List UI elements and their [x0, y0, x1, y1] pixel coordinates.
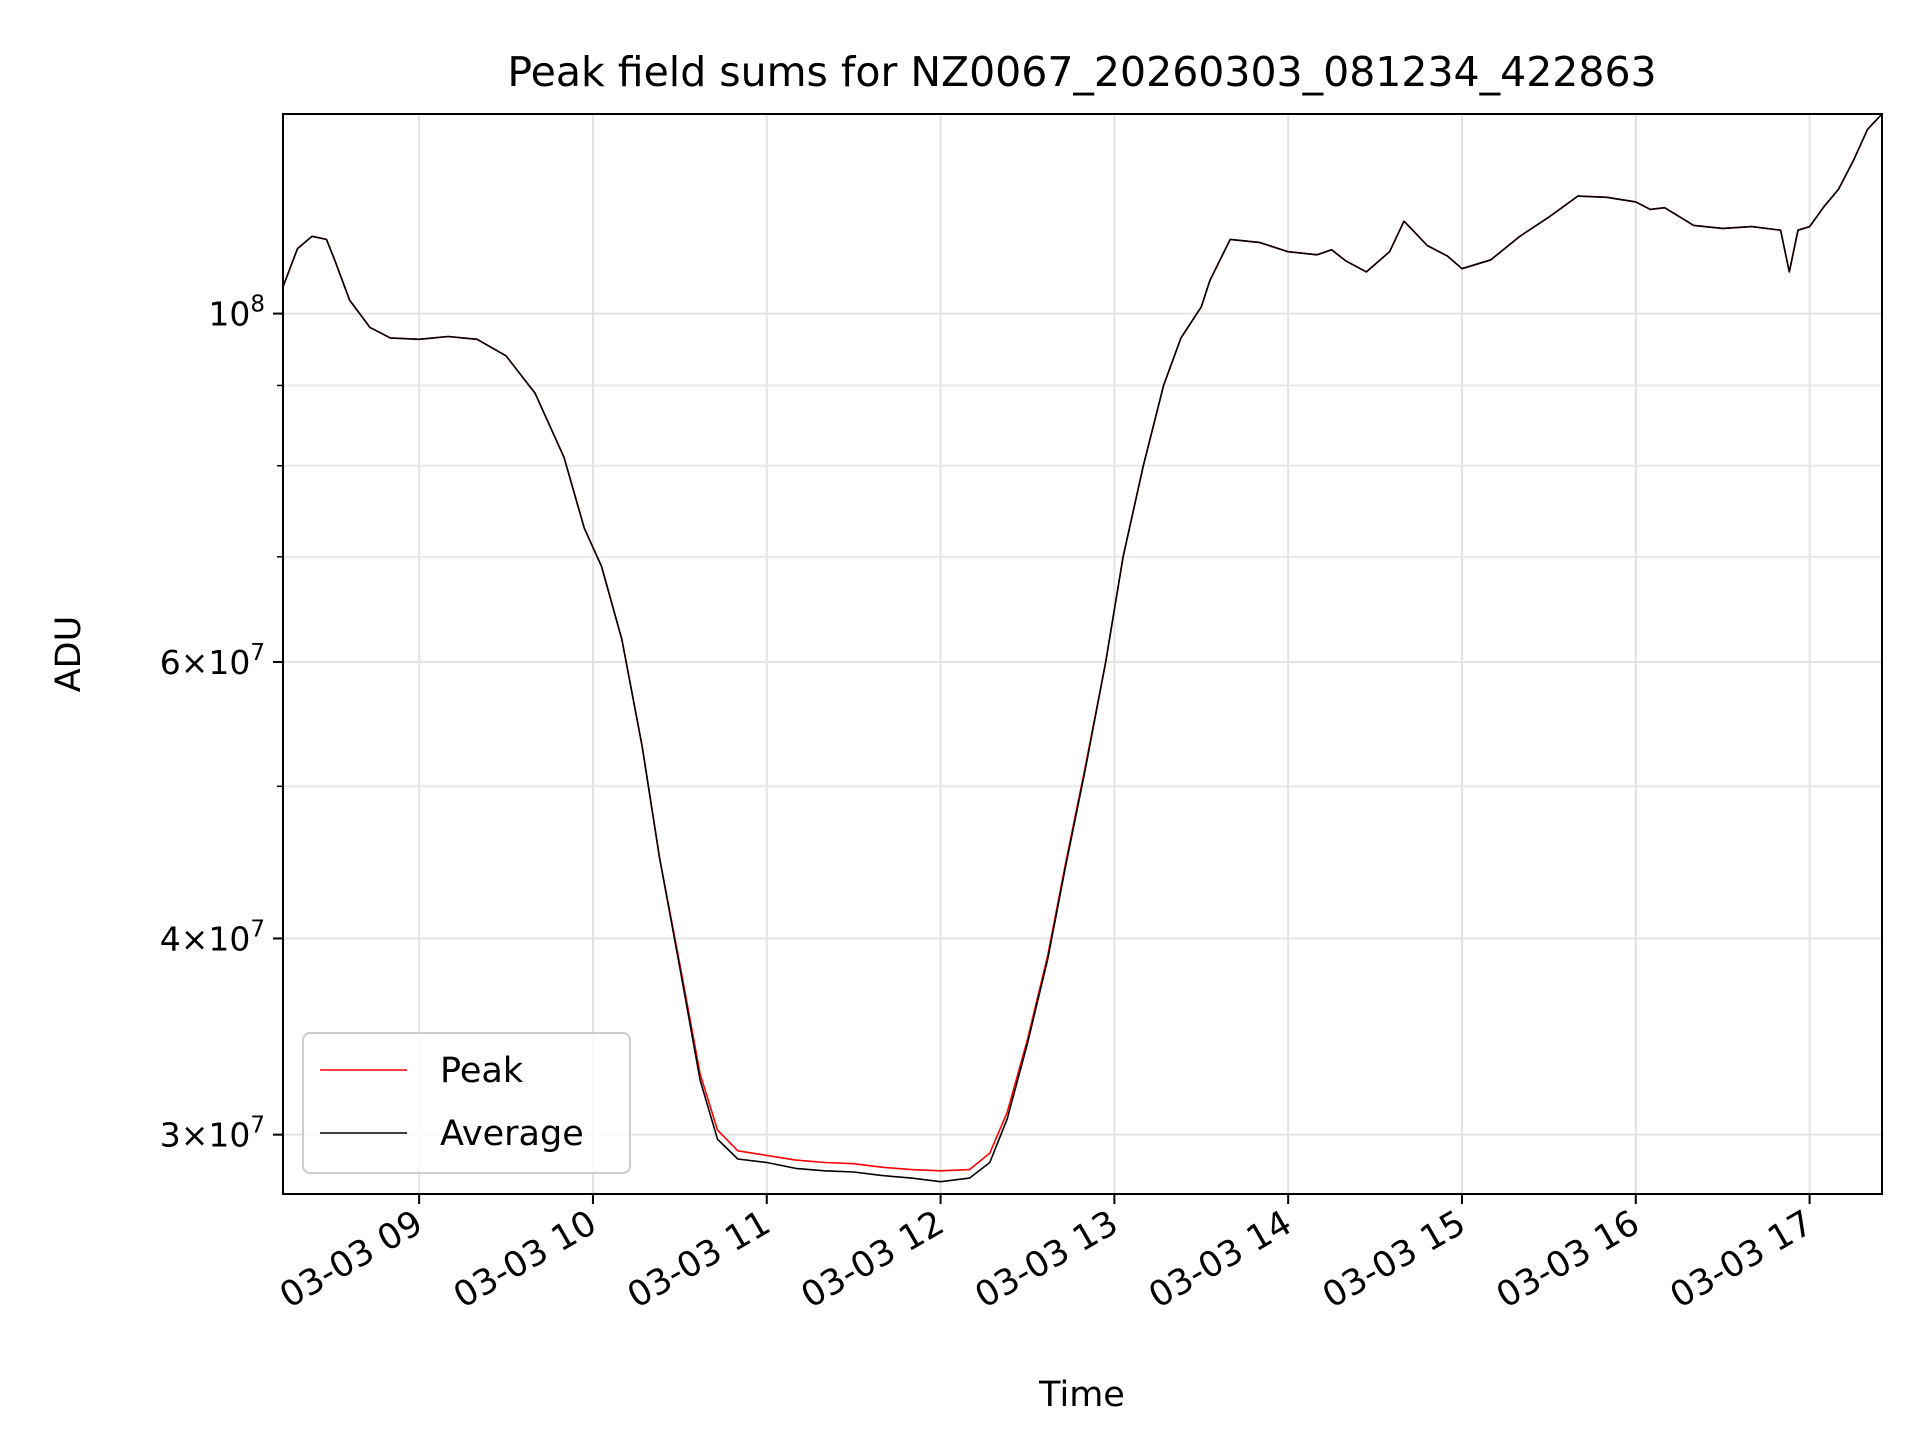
y-tick-label: 6×107 — [160, 640, 265, 682]
x-tick-label: 03-03 17 — [1664, 1203, 1820, 1316]
y-tick-label: 4×107 — [160, 916, 265, 958]
y-axis-label: ADU — [49, 616, 89, 693]
series-line-average — [282, 113, 1883, 1183]
series-line-peak — [282, 113, 1883, 1172]
x-tick-label: 03-03 09 — [273, 1203, 429, 1316]
y-tick-label: 3×107 — [160, 1113, 265, 1155]
chart-title: Peak field sums for NZ0067_20260303_0812… — [507, 48, 1656, 96]
y-axis: 3×107 4×107 6×107 108 — [160, 292, 283, 1155]
series-lines — [282, 113, 1883, 1183]
x-axis-label: Time — [1038, 1375, 1125, 1415]
legend: Peak Average — [302, 1032, 631, 1174]
y-tick-label: 108 — [208, 292, 265, 334]
x-tick-label: 03-03 16 — [1490, 1203, 1646, 1316]
x-axis: 03-03 09 03-03 10 03-03 11 03-03 12 03-03 13… — [273, 1194, 1820, 1316]
plot-area-frame — [282, 113, 1883, 1195]
x-tick-label: 03-03 11 — [621, 1203, 777, 1316]
legend-box — [302, 1032, 631, 1174]
x-tick-label: 03-03 14 — [1142, 1203, 1298, 1316]
x-tick-label: 03-03 10 — [447, 1203, 603, 1316]
x-tick-label: 03-03 15 — [1316, 1203, 1472, 1316]
legend-label-peak: Peak — [440, 1051, 524, 1091]
x-tick-label: 03-03 13 — [969, 1203, 1125, 1316]
x-tick-label: 03-03 12 — [795, 1203, 951, 1316]
legend-label-average: Average — [440, 1114, 584, 1154]
